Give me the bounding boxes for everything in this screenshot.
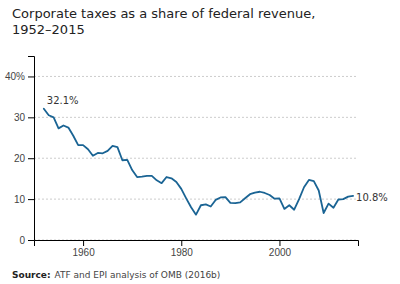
axis-line (28, 57, 35, 241)
tick-mark (28, 76, 34, 77)
tick: 30 (14, 112, 34, 123)
annotation: 32.1% (47, 95, 79, 106)
chart: Corporate taxes as a share of federal re… (0, 0, 400, 284)
grid (34, 76, 358, 240)
tick: 1960 (72, 240, 95, 258)
source-label: Source: (12, 270, 51, 280)
tick: 0 (19, 235, 34, 246)
tick-mark (181, 240, 182, 246)
tick-label: 2000 (269, 247, 292, 258)
tick: 1980 (171, 240, 194, 258)
tick: 2000 (269, 240, 292, 258)
title: Corporate taxes as a share of federal re… (12, 6, 315, 21)
axis-line (35, 241, 359, 247)
grid-line (34, 117, 358, 118)
tick-mark (28, 158, 34, 159)
x-axis: 1960 1980 2000 (35, 240, 359, 258)
tick-label: 10 (14, 194, 26, 205)
plot: 1960 1980 2000 0 10 20 30 40% 32.1% 10.8% (5, 57, 388, 259)
tick-label: 20 (14, 153, 26, 164)
tick-mark (28, 117, 34, 118)
annotations: 32.1% 10.8% (47, 95, 388, 203)
tick: 40% (5, 71, 34, 82)
tick: 10 (14, 194, 34, 205)
grid-line (34, 199, 358, 200)
tick-label: 1960 (72, 247, 95, 258)
line (44, 109, 353, 215)
tick-label: 40% (5, 71, 25, 82)
y-axis: 0 10 20 30 40% (5, 57, 35, 246)
tick: 20 (14, 153, 34, 164)
grid-line (34, 158, 358, 159)
source: Source: ATF and EPI analysis of OMB (2016… (12, 270, 220, 280)
source-text: ATF and EPI analysis of OMB (2016b) (55, 270, 221, 280)
grid-line (34, 76, 358, 77)
tick-mark (28, 199, 34, 200)
tick-label: 1980 (171, 247, 194, 258)
tick-mark (28, 240, 34, 241)
marks (44, 109, 353, 215)
tick-mark (279, 240, 280, 246)
tick-label: 0 (19, 235, 25, 246)
tick-label: 30 (14, 112, 26, 123)
tick-mark (83, 240, 84, 246)
title: 1952–2015 (12, 22, 85, 37)
annotation: 10.8% (356, 192, 388, 203)
